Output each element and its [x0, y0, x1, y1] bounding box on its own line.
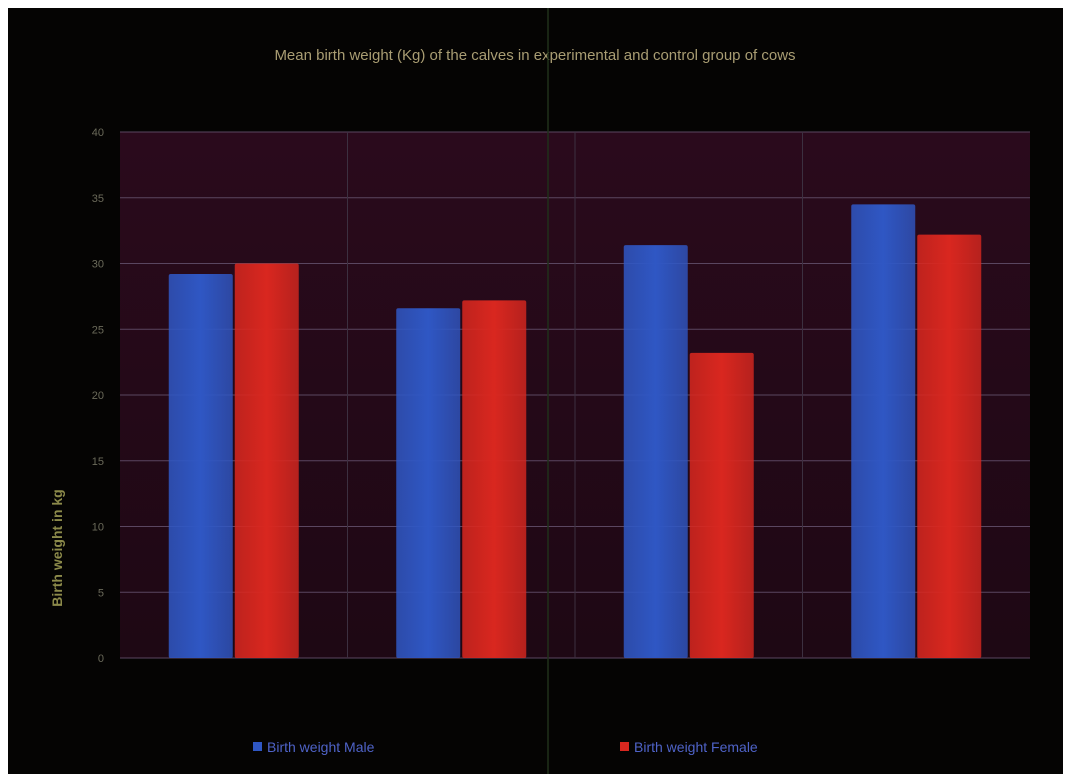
- bar-female-3: [689, 352, 754, 658]
- y-tick-label: 5: [98, 587, 104, 599]
- bar-female-4: [917, 234, 982, 658]
- chart-frame: Mean birth weight (Kg) of the calves in …: [8, 8, 1063, 774]
- chart-title: Mean birth weight (Kg) of the calves in …: [274, 47, 795, 64]
- bar-male-2: [396, 308, 461, 658]
- bar-chart: Mean birth weight (Kg) of the calves in …: [49, 8, 1030, 774]
- y-tick-label: 0: [98, 653, 104, 665]
- bar-male-1: [168, 274, 233, 658]
- plot-area: 0 5 10 15 20 25 30 35 40: [92, 8, 1030, 774]
- y-tick-label: 20: [92, 390, 104, 402]
- y-tick-label: 15: [92, 456, 104, 468]
- y-tick-label: 25: [92, 324, 104, 336]
- y-tick-label: 10: [92, 522, 104, 534]
- bar-female-2: [462, 300, 527, 658]
- y-tick-label: 35: [92, 193, 104, 205]
- legend-swatch: [253, 742, 262, 751]
- legend-swatch: [620, 742, 629, 751]
- legend-label: Birth weight Male: [267, 739, 375, 755]
- y-axis-label: Birth weight in kg: [49, 489, 65, 606]
- legend-label: Birth weight Female: [634, 739, 758, 755]
- legend: Birth weight Male Birth weight Female: [253, 739, 758, 755]
- bar-female-1: [234, 263, 299, 658]
- y-tick-label: 40: [92, 127, 104, 139]
- bar-male-4: [851, 204, 916, 658]
- y-tick-label: 30: [92, 259, 104, 271]
- bar-male-3: [623, 245, 688, 658]
